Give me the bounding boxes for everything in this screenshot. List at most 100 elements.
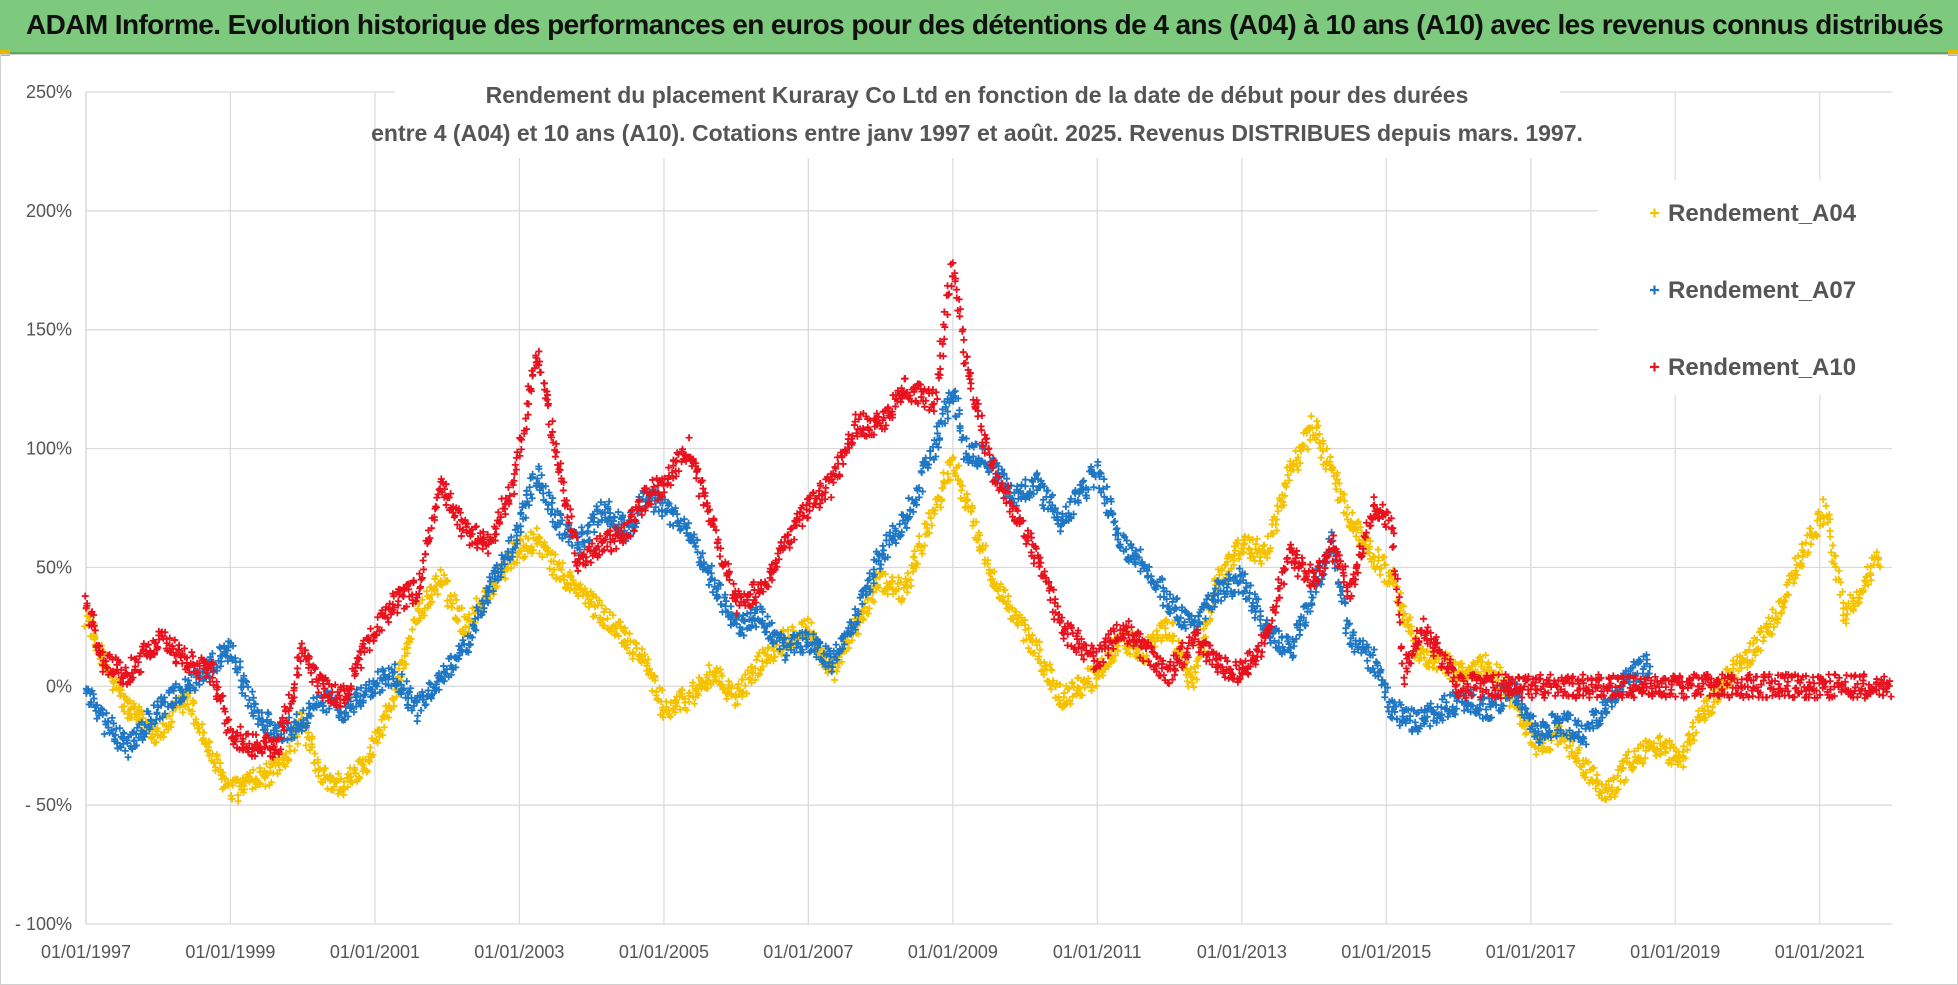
data-point xyxy=(937,503,945,511)
data-point xyxy=(537,368,545,376)
data-point xyxy=(116,724,124,732)
data-point xyxy=(428,591,436,599)
data-point xyxy=(976,531,984,539)
data-point xyxy=(281,762,289,770)
data-point xyxy=(982,542,990,550)
data-point xyxy=(754,652,762,660)
data-point xyxy=(988,575,996,583)
data-point xyxy=(987,569,995,577)
data-point xyxy=(705,661,713,669)
data-point xyxy=(432,572,440,580)
data-point xyxy=(501,575,509,583)
data-point xyxy=(626,630,634,638)
data-point xyxy=(895,585,903,593)
data-point xyxy=(1485,659,1493,667)
data-point xyxy=(889,577,897,585)
data-point xyxy=(1522,730,1530,738)
data-point xyxy=(930,510,938,518)
data-point xyxy=(457,532,465,540)
scatter-points xyxy=(81,259,1895,805)
data-point xyxy=(1790,579,1798,587)
data-point xyxy=(1044,487,1052,495)
data-point xyxy=(974,536,982,544)
data-point xyxy=(623,644,631,652)
data-point xyxy=(284,755,292,763)
data-point xyxy=(1031,649,1039,657)
data-point xyxy=(348,779,356,787)
data-point xyxy=(848,636,856,644)
data-point xyxy=(771,653,779,661)
data-point xyxy=(615,632,623,640)
data-point xyxy=(957,486,965,494)
data-point xyxy=(899,595,907,603)
data-point xyxy=(558,566,566,574)
data-point xyxy=(546,565,554,573)
data-point xyxy=(963,490,971,498)
data-point xyxy=(1608,703,1616,711)
data-point xyxy=(344,783,352,791)
data-point xyxy=(621,628,629,636)
data-point xyxy=(244,683,252,691)
data-point xyxy=(1040,671,1048,679)
data-point xyxy=(990,568,998,576)
data-point xyxy=(243,678,251,686)
data-point xyxy=(744,666,752,674)
data-point xyxy=(551,453,559,461)
data-point xyxy=(1251,590,1259,598)
data-point xyxy=(751,676,759,684)
data-point xyxy=(1343,503,1351,511)
data-point xyxy=(1025,644,1033,652)
data-point xyxy=(192,715,200,723)
data-point xyxy=(1127,540,1135,548)
data-point xyxy=(686,689,694,697)
data-point xyxy=(1056,680,1064,688)
data-point xyxy=(408,625,416,633)
data-point xyxy=(314,758,322,766)
data-point xyxy=(1110,656,1118,664)
data-point xyxy=(267,778,275,786)
data-point xyxy=(538,471,546,479)
x-tick-label: 01/01/2009 xyxy=(908,942,998,962)
y-tick-label: 150% xyxy=(26,320,72,340)
data-point xyxy=(308,733,316,741)
data-point xyxy=(451,591,459,599)
data-point xyxy=(216,643,224,651)
data-point xyxy=(1807,540,1815,548)
data-point xyxy=(946,476,954,484)
data-point xyxy=(567,572,575,580)
data-point xyxy=(203,747,211,755)
data-point xyxy=(939,469,947,477)
data-point xyxy=(1195,612,1203,620)
data-point xyxy=(1190,663,1198,671)
data-point xyxy=(385,618,393,626)
data-point xyxy=(632,640,640,648)
data-point xyxy=(1078,691,1086,699)
data-point xyxy=(513,559,521,567)
data-point xyxy=(333,779,341,787)
data-point xyxy=(880,546,888,554)
data-point xyxy=(117,686,125,694)
data-point xyxy=(529,546,537,554)
data-point xyxy=(189,699,197,707)
data-point xyxy=(340,778,348,786)
data-point xyxy=(921,542,929,550)
data-point xyxy=(126,705,134,713)
data-point xyxy=(493,583,501,590)
y-axis-labels: 250%200%150%100%50%0%- 50%- 100% xyxy=(15,82,72,934)
data-point xyxy=(905,494,913,502)
data-point xyxy=(236,723,244,731)
data-point xyxy=(330,783,338,791)
data-point xyxy=(321,764,329,772)
data-point xyxy=(550,557,558,565)
data-point xyxy=(800,617,808,625)
y-tick-label: 200% xyxy=(26,201,72,221)
data-point xyxy=(881,570,889,578)
data-point xyxy=(110,679,118,687)
data-point xyxy=(551,551,559,559)
data-point xyxy=(653,688,661,696)
data-point xyxy=(746,674,754,682)
data-point xyxy=(440,571,448,579)
data-point xyxy=(185,706,193,714)
data-point xyxy=(511,461,519,469)
data-point xyxy=(859,615,867,623)
